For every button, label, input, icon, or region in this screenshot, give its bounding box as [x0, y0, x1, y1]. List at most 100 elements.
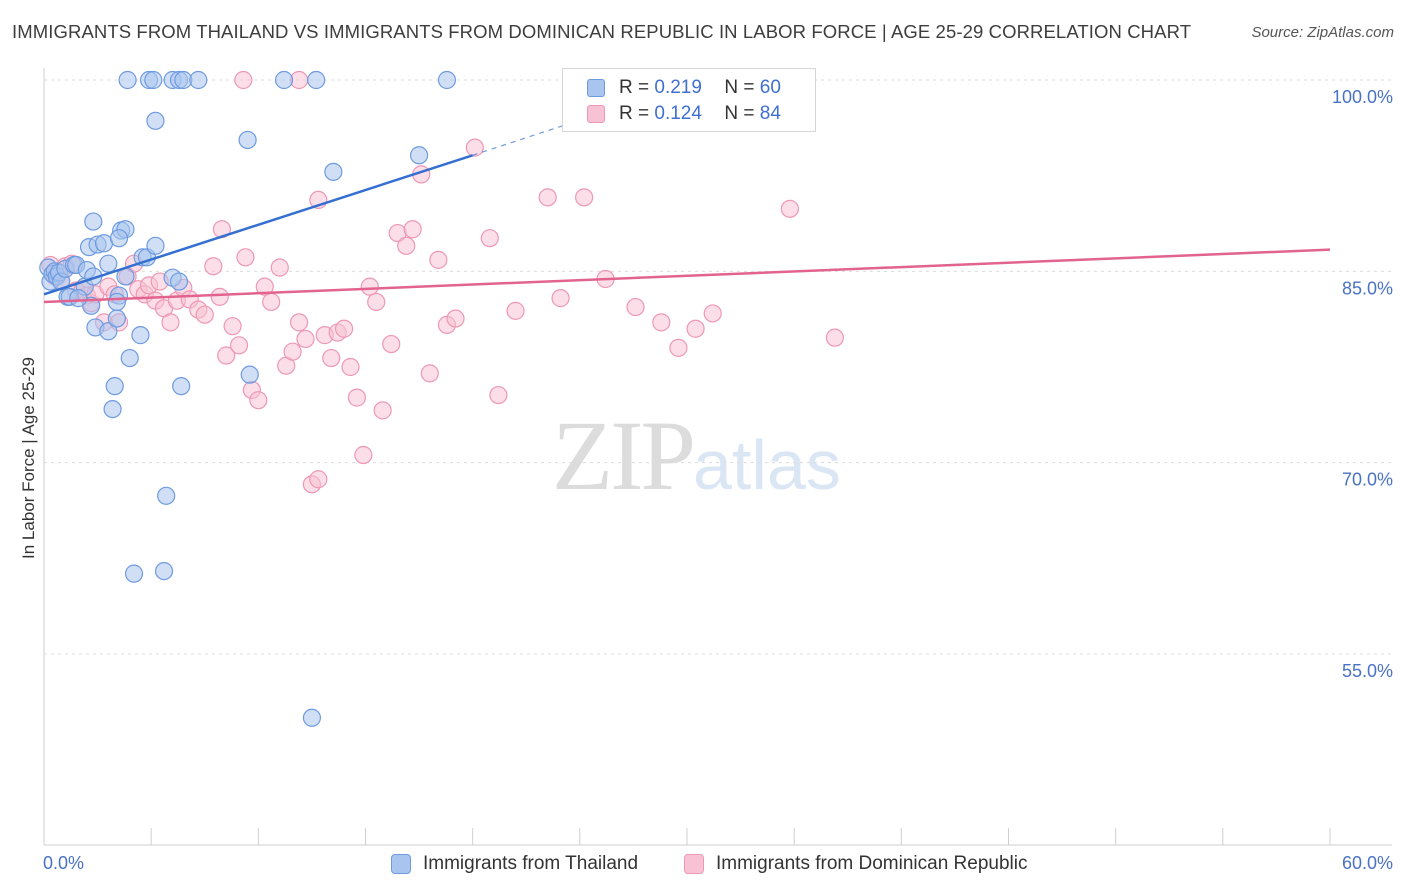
dominican-point — [652, 313, 671, 332]
watermark: ZIPatlas — [552, 398, 841, 513]
y-tick-label: 55.0% — [1342, 661, 1393, 681]
thailand-trend-line — [43, 154, 474, 296]
dominican-point — [465, 138, 484, 157]
thailand-point — [154, 561, 174, 581]
legend-r-label: R = — [619, 103, 650, 124]
dominican-point — [489, 385, 508, 405]
dominican-swatch — [684, 854, 704, 874]
dominican-point — [382, 334, 401, 354]
thailand-point — [118, 70, 137, 90]
dominican-point — [446, 309, 465, 328]
legend-n-value: 84 — [759, 103, 781, 124]
dominican-point — [480, 229, 499, 248]
dominican-point — [686, 319, 705, 338]
legend-n-label: N = — [724, 103, 755, 124]
dominican-point — [289, 313, 309, 332]
dominican-point — [420, 364, 439, 383]
thailand-point — [240, 365, 259, 384]
bottom-legend-thailand-label: Immigrants from Thailand — [423, 853, 639, 874]
thailand-point — [107, 309, 126, 328]
thailand-point — [172, 377, 191, 396]
thailand-point — [302, 708, 322, 727]
dominican-point — [322, 348, 341, 368]
thailand-point — [169, 272, 189, 291]
thailand-swatch — [587, 79, 605, 97]
chart-title: IMMIGRANTS FROM THAILAND VS IMMIGRANTS F… — [12, 21, 1192, 42]
thailand-point — [238, 130, 257, 150]
dominican-point — [373, 401, 392, 420]
dominican-point — [234, 70, 253, 90]
thailand-point — [105, 377, 124, 396]
thailand-point — [437, 70, 457, 90]
thailand-point — [120, 348, 139, 368]
thailand-point — [146, 111, 165, 130]
y-axis-label: In Labor Force | Age 25-29 — [19, 357, 38, 559]
dominican-point — [249, 391, 268, 410]
correlation-legend: R = 0.219 N = 60 R = 0.124 N = 84 — [562, 68, 816, 132]
dominican-point — [669, 338, 688, 357]
bottom-legend-thailand: Immigrants from Thailand — [391, 852, 638, 876]
thailand-point — [189, 70, 208, 90]
dominican-point — [825, 328, 844, 347]
y-tick-label: 100.0% — [1332, 87, 1393, 107]
thailand-point — [69, 289, 88, 308]
bottom-legend-dominican: Immigrants from Dominican Republic — [684, 852, 1028, 876]
dominican-point — [229, 336, 249, 355]
thailand-point — [124, 564, 144, 583]
dominican-point — [575, 188, 594, 207]
thailand-point — [274, 70, 294, 90]
dominican-point — [397, 236, 416, 255]
x-tick-label: 0.0% — [43, 853, 84, 873]
legend-row-dominican: R = 0.124 N = 84 — [587, 102, 781, 126]
dominican-point — [360, 277, 379, 296]
thailand-point — [107, 292, 126, 312]
dominican-point — [262, 292, 281, 312]
thailand-point — [99, 254, 118, 273]
thailand-point — [146, 236, 165, 255]
legend-r-value: 0.219 — [654, 77, 702, 98]
dominican-point — [334, 319, 354, 338]
source-label: Source: ZipAtlas.com — [1251, 24, 1394, 41]
dominican-point — [236, 248, 255, 267]
dominican-point — [161, 313, 180, 332]
dominican-trend-line — [43, 248, 1331, 304]
dominican-point — [403, 220, 422, 239]
dominican-swatch — [587, 105, 605, 123]
dominican-point — [223, 317, 242, 336]
dominican-points — [41, 70, 844, 494]
axes — [43, 68, 1392, 846]
thailand-swatch — [391, 854, 411, 874]
thailand-point — [131, 326, 150, 345]
bottom-legend-dominican-label: Immigrants from Dominican Republic — [716, 853, 1028, 874]
dominican-point — [354, 445, 373, 465]
thailand-point — [157, 486, 176, 505]
legend-n-value: 60 — [759, 77, 781, 98]
thailand-point — [324, 162, 343, 181]
legend-r-label: R = — [619, 77, 650, 98]
thailand-point — [84, 212, 103, 231]
thailand-point — [307, 70, 326, 90]
watermark-atlas: atlas — [693, 426, 841, 504]
dominican-point — [341, 357, 360, 377]
y-tick-label: 85.0% — [1342, 278, 1393, 298]
legend-r-value: 0.124 — [654, 103, 702, 124]
dominican-point — [283, 342, 302, 361]
dominican-point — [626, 297, 645, 317]
thailand-point — [109, 229, 129, 248]
thailand-point — [99, 322, 118, 341]
thailand-point — [144, 70, 163, 90]
dominican-point — [429, 250, 448, 269]
trend-lines — [43, 112, 1331, 304]
thailand-points — [39, 70, 457, 727]
dominican-point — [255, 277, 274, 296]
legend-row-thailand: R = 0.219 N = 60 — [587, 76, 781, 100]
dominican-point — [217, 346, 236, 365]
y-tick-label: 70.0% — [1342, 470, 1393, 490]
dominican-point — [506, 301, 525, 320]
dominican-point — [703, 304, 722, 323]
dominican-point — [210, 287, 229, 306]
dominican-point — [551, 289, 570, 308]
dominican-point — [270, 258, 289, 277]
x-tick-label: 60.0% — [1342, 853, 1393, 873]
